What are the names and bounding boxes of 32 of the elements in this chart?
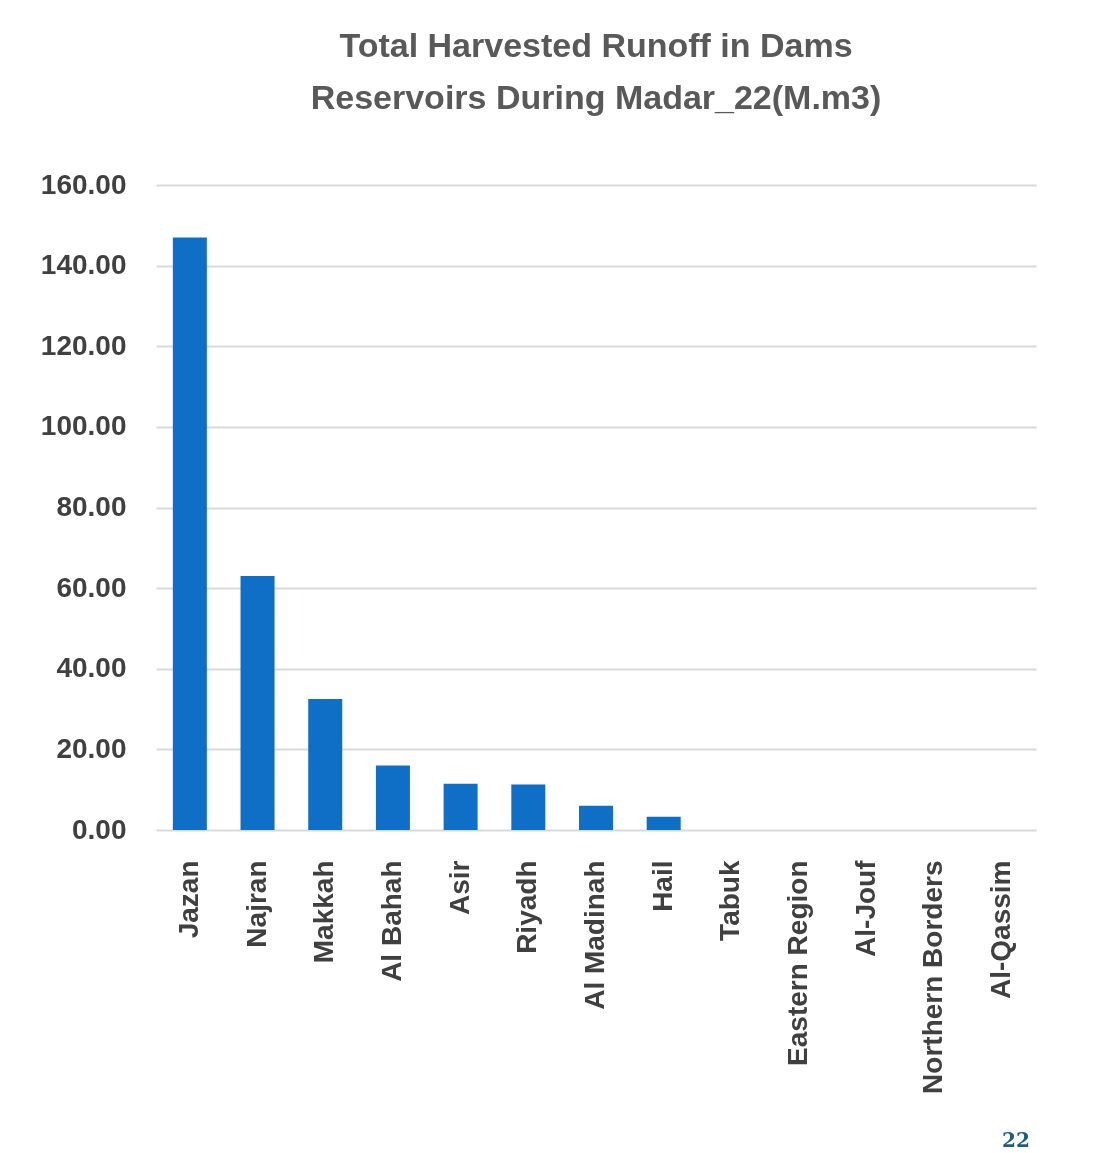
y-tick-label: 40.00 xyxy=(56,652,127,684)
y-tick-label: 160.00 xyxy=(40,168,127,200)
x-tick-label: Al-Qassim xyxy=(985,860,1017,999)
x-tick-label: Al Madinah xyxy=(579,860,610,1010)
x-tick-label: Tabuk xyxy=(714,860,746,941)
x-tick-label: Al-Jouf xyxy=(849,859,881,957)
bar xyxy=(579,805,613,830)
x-tick-label: Al Bahah xyxy=(375,860,407,982)
y-tick-label: 20.00 xyxy=(56,732,127,764)
x-tick-label: Riyadh xyxy=(511,860,543,954)
x-tick-label: Makkah xyxy=(308,860,340,964)
bar xyxy=(443,783,478,830)
y-tick-label: 120.00 xyxy=(40,329,127,361)
y-tick-label: 80.00 xyxy=(56,491,127,522)
y-tick-label: 0.00 xyxy=(72,813,127,845)
chart-title: Total Harvested Runoff in Dams Reservoirs During Madar_22(M.m3) xyxy=(310,26,882,116)
x-tick-label: Eastern Region xyxy=(782,860,814,1066)
x-tick-label: Najran xyxy=(240,860,272,948)
bar xyxy=(240,576,275,830)
bar xyxy=(375,765,410,830)
y-tick-label: 100.00 xyxy=(40,410,127,442)
y-tick-label: 60.00 xyxy=(56,571,127,603)
x-tick-label: Hail xyxy=(646,860,678,912)
bar xyxy=(646,816,681,830)
bar xyxy=(308,698,343,830)
bar xyxy=(172,237,207,830)
y-tick-label: 140.00 xyxy=(40,249,127,281)
bar xyxy=(511,784,546,830)
text: 22 xyxy=(1002,1128,1030,1152)
x-tick-label: Asir xyxy=(443,860,475,915)
x-tick-label: Jazan xyxy=(172,860,204,939)
x-tick-label: Northern Borders xyxy=(917,860,949,1094)
